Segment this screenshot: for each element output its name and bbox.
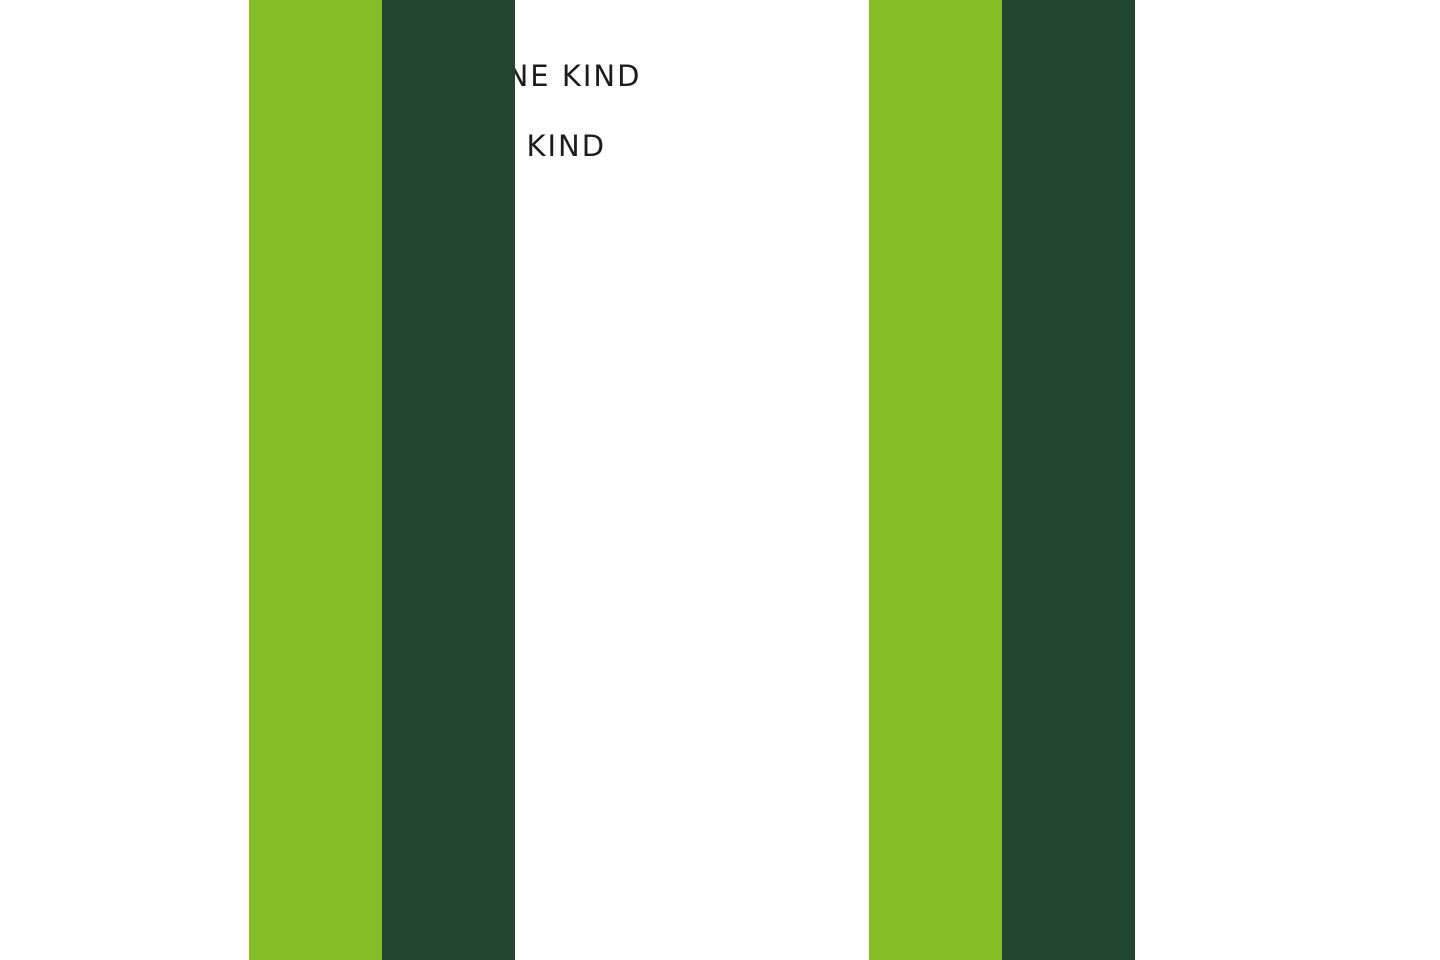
bar-frauen-mit-kind-1	[382, 0, 515, 960]
bar-frauen-ohne-kind-2	[869, 0, 1002, 960]
bar-group	[249, 0, 1135, 960]
bar-frauen-mit-kind-2	[1002, 0, 1135, 960]
bar-frauen-ohne-kind-1	[249, 0, 382, 960]
